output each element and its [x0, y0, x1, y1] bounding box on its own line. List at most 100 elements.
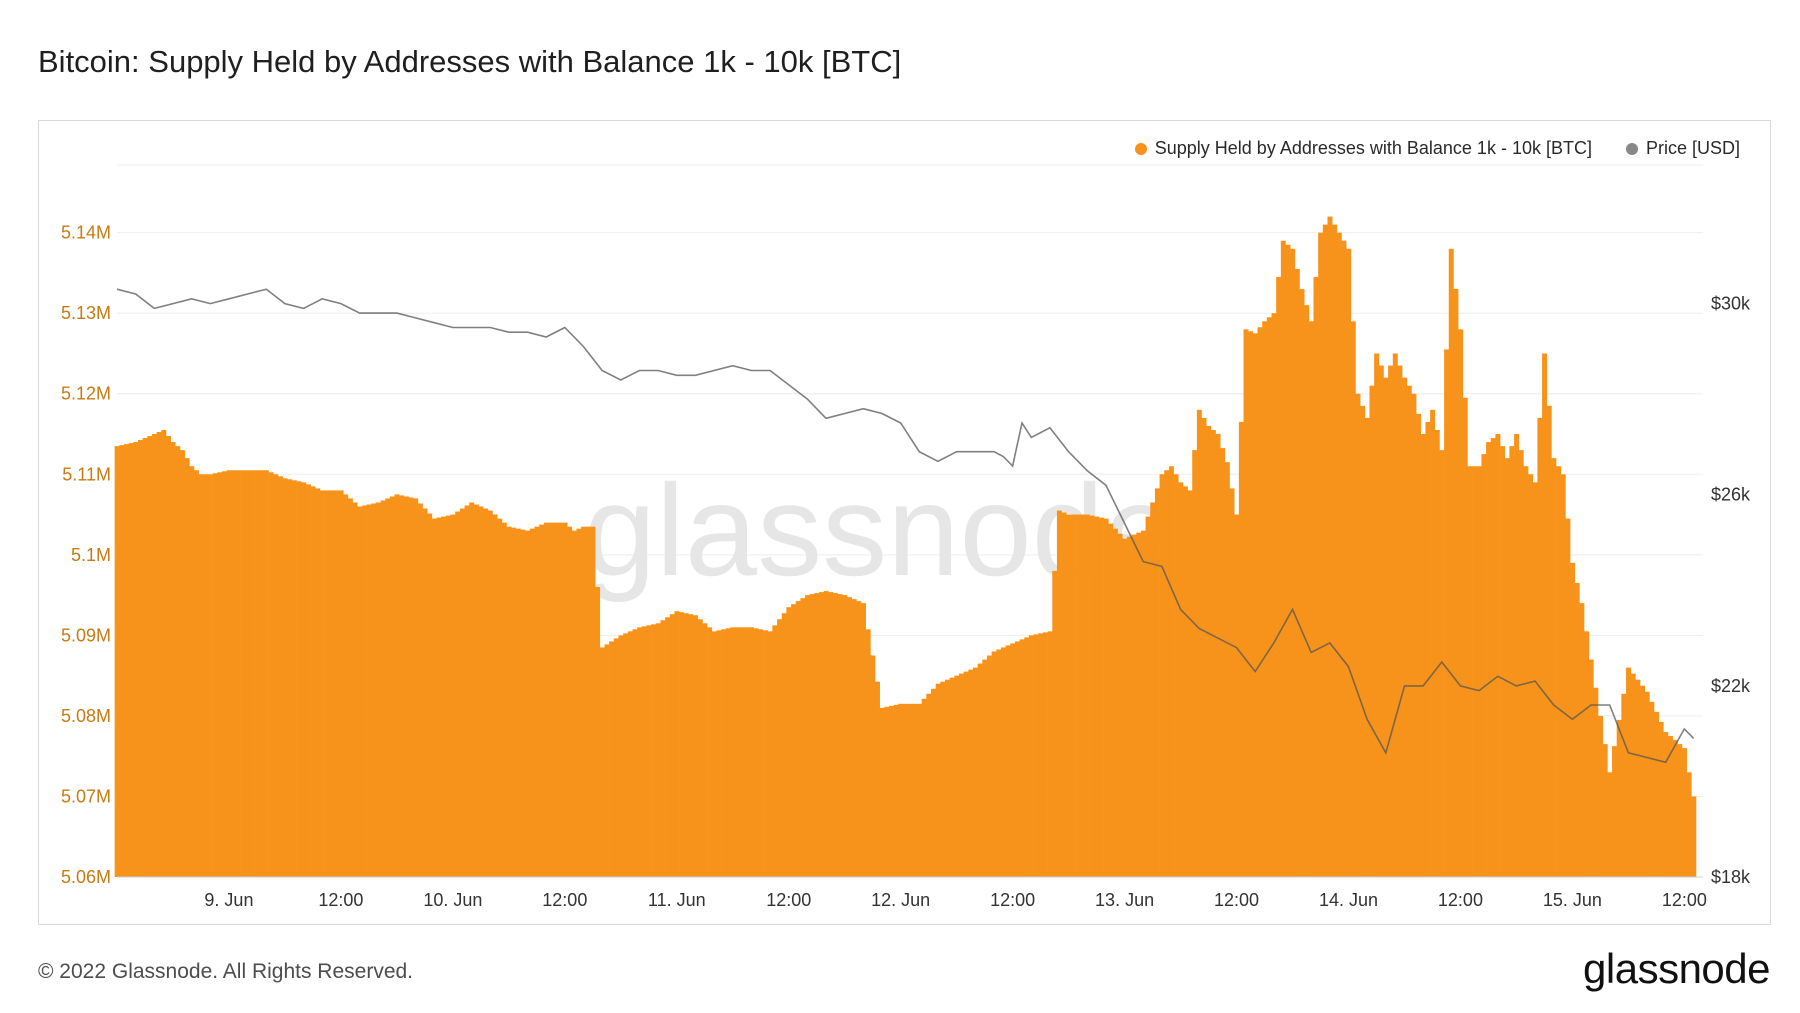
- supply-bar: [1341, 240, 1347, 878]
- supply-bar: [1364, 417, 1370, 877]
- supply-bar: [968, 669, 974, 877]
- supply-bar: [403, 496, 409, 877]
- supply-bar: [1299, 289, 1305, 877]
- y-left-tick-label: 5.12M: [61, 384, 111, 404]
- supply-bar: [1598, 715, 1604, 877]
- supply-bar: [1262, 321, 1268, 877]
- supply-bar: [226, 470, 232, 877]
- supply-bar: [930, 688, 936, 877]
- price-line: [116, 288, 1695, 764]
- supply-bar: [511, 527, 517, 877]
- supply-bar: [296, 481, 302, 877]
- supply-bar: [1392, 353, 1398, 877]
- supply-bar: [441, 516, 447, 877]
- supply-bar: [1271, 313, 1277, 877]
- supply-bar: [1224, 462, 1230, 877]
- supply-bar: [1532, 482, 1538, 877]
- supply-bar: [847, 597, 852, 877]
- supply-bar: [1649, 701, 1655, 877]
- supply-bar: [814, 593, 820, 877]
- supply-bar: [235, 470, 241, 877]
- supply-bar: [1448, 248, 1454, 877]
- supply-bar: [273, 474, 279, 877]
- legend-item-price[interactable]: Price [USD]: [1625, 138, 1740, 159]
- supply-bar: [1159, 474, 1165, 877]
- supply-bar: [268, 472, 274, 877]
- y-left-tick-label: 5.07M: [61, 786, 111, 806]
- supply-bar: [1080, 514, 1086, 877]
- supply-bar: [627, 631, 633, 877]
- supply-bar: [1187, 490, 1193, 877]
- supply-bar: [1472, 466, 1478, 877]
- supply-bar: [343, 494, 349, 877]
- supply-bar: [842, 595, 848, 877]
- supply-bar: [529, 528, 535, 877]
- chart-panel: [38, 120, 1771, 925]
- supply-bar: [1010, 643, 1016, 877]
- supply-bar: [926, 693, 932, 877]
- supply-bar: [702, 623, 708, 877]
- supply-bar: [800, 598, 806, 877]
- supply-bar: [683, 613, 689, 877]
- supply-bar: [590, 526, 596, 877]
- y-left-tick-label: 5.13M: [61, 303, 111, 323]
- supply-bar: [958, 673, 964, 877]
- supply-bar: [1201, 417, 1207, 877]
- supply-bar: [539, 524, 545, 877]
- supply-bar: [982, 659, 988, 877]
- supply-bar: [1686, 772, 1692, 877]
- supply-bar: [935, 683, 941, 877]
- x-tick-label: 9. Jun: [204, 890, 253, 910]
- chart-title: Bitcoin: Supply Held by Addresses with B…: [38, 44, 902, 79]
- supply-bar: [763, 630, 769, 877]
- supply-bar: [137, 440, 143, 877]
- supply-bar: [329, 490, 335, 877]
- supply-bar: [198, 474, 204, 877]
- supply-bar: [1486, 442, 1492, 877]
- y-left-tick-label: 5.08M: [61, 706, 111, 726]
- y-right-tick-label: $30k: [1711, 294, 1751, 314]
- supply-bar: [1252, 333, 1258, 877]
- supply-bar: [1397, 365, 1403, 877]
- supply-bar: [865, 629, 871, 877]
- supply-bar: [497, 518, 503, 877]
- y-left-tick-label: 5.14M: [61, 223, 111, 243]
- supply-bar: [991, 651, 997, 877]
- legend-item-supply[interactable]: Supply Held by Addresses with Balance 1k…: [1134, 138, 1592, 159]
- supply-bar: [1136, 532, 1142, 877]
- supply-bar: [1126, 536, 1132, 877]
- supply-bar: [193, 470, 199, 877]
- supply-bar: [1509, 446, 1515, 877]
- supply-bar: [1206, 425, 1212, 877]
- supply-bar: [655, 623, 661, 877]
- supply-bar: [940, 681, 946, 877]
- supply-bar: [133, 442, 139, 877]
- supply-bar: [1168, 466, 1174, 877]
- supply-bar: [1140, 530, 1146, 877]
- x-tick-label: 12:00: [990, 890, 1035, 910]
- supply-bar: [483, 508, 489, 877]
- supply-bar: [170, 442, 176, 877]
- supply-bar: [618, 635, 624, 877]
- supply-bar: [562, 522, 568, 877]
- supply-bar: [408, 497, 414, 877]
- y-right-tick-label: $26k: [1711, 485, 1751, 505]
- supply-bar: [1350, 321, 1356, 877]
- supply-bar: [1070, 514, 1076, 877]
- supply-bar: [156, 432, 162, 877]
- supply-bar: [571, 530, 577, 877]
- supply-bar: [903, 703, 908, 877]
- supply-bar: [576, 528, 582, 877]
- supply-bar: [1182, 486, 1188, 877]
- supply-bar: [837, 594, 843, 877]
- supply-bar: [889, 705, 894, 877]
- supply-bar: [1024, 637, 1030, 877]
- supply-bar: [595, 587, 601, 877]
- supply-bar: [1682, 748, 1687, 877]
- supply-bar: [972, 667, 978, 877]
- supply-bar: [1014, 641, 1020, 877]
- supply-bar: [1290, 248, 1296, 877]
- supply-bar: [1565, 518, 1571, 877]
- supply-bar: [1402, 377, 1408, 877]
- supply-bar: [277, 476, 283, 877]
